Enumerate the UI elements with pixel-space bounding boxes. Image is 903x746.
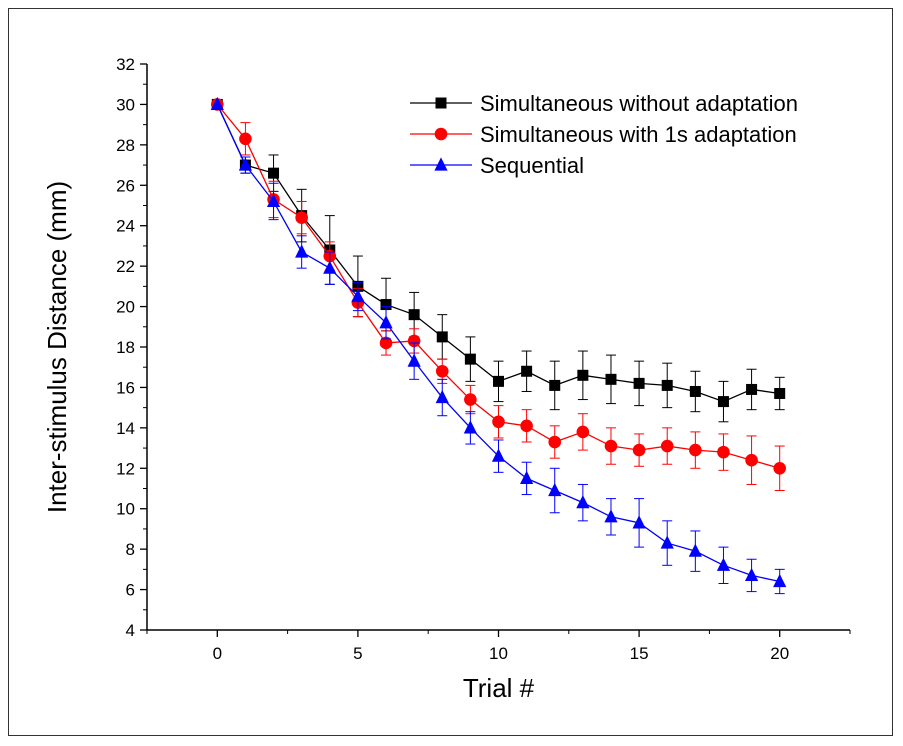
- legend-marker-triangle: [434, 157, 448, 171]
- data-point-triangle: [266, 193, 281, 208]
- data-point-triangle: [323, 260, 337, 274]
- data-point-circle: [492, 415, 505, 429]
- data-point-square: [661, 379, 673, 391]
- y-tick-label: 18: [116, 338, 135, 357]
- data-point-triangle: [210, 96, 224, 111]
- data-point-triangle: [435, 389, 449, 404]
- y-tick-label: 28: [116, 136, 135, 155]
- data-point-square: [521, 365, 533, 377]
- y-tick-label: 22: [116, 257, 135, 276]
- data-point-triangle: [632, 515, 646, 529]
- y-tick-label: 8: [126, 540, 135, 559]
- legend-marker-circle: [434, 127, 448, 141]
- y-tick-label: 26: [116, 176, 135, 195]
- x-tick-label: 0: [213, 644, 222, 663]
- data-point-triangle: [716, 557, 731, 571]
- data-point-circle: [435, 364, 449, 378]
- data-point-square: [464, 353, 476, 365]
- data-point-square: [689, 385, 701, 397]
- y-tick-label: 10: [116, 500, 135, 519]
- y-tick-label: 4: [126, 621, 135, 640]
- data-point-circle: [773, 461, 786, 475]
- y-tick-label: 24: [116, 217, 135, 236]
- y-axis-title: Inter-stimulus Distance (mm): [42, 181, 72, 513]
- data-point-square: [605, 373, 617, 385]
- data-point-circle: [407, 334, 421, 348]
- data-point-circle: [576, 425, 590, 439]
- data-point-circle: [717, 445, 730, 459]
- data-point-triangle: [773, 573, 787, 588]
- data-point-circle: [239, 132, 252, 146]
- legend-label-triangle: Sequential: [480, 153, 584, 178]
- legend-label-square: Simultaneous without adaptation: [480, 91, 798, 116]
- data-point-square: [717, 396, 729, 408]
- data-point-square: [774, 387, 786, 399]
- data-point-triangle: [604, 509, 618, 523]
- data-point-triangle: [660, 535, 674, 549]
- x-tick-label: 20: [770, 644, 789, 663]
- y-tick-label: 14: [116, 419, 135, 438]
- data-point-square: [436, 331, 448, 343]
- data-point-triangle: [407, 353, 421, 367]
- y-tick-label: 12: [116, 459, 135, 478]
- data-point-triangle: [688, 543, 702, 557]
- legend-marker-square: [435, 97, 447, 109]
- data-point-circle: [604, 439, 618, 453]
- x-axis-title: Trial #: [463, 673, 535, 703]
- figure-frame: [8, 8, 893, 736]
- data-point-square: [746, 383, 758, 395]
- y-tick-label: 6: [126, 581, 135, 600]
- data-point-circle: [745, 453, 758, 467]
- data-point-triangle: [744, 567, 759, 582]
- x-tick-label: 10: [489, 644, 508, 663]
- data-point-triangle: [520, 470, 534, 484]
- data-point-triangle: [463, 420, 477, 434]
- legend-label-circle: Simultaneous with 1s adaptation: [480, 122, 797, 147]
- x-tick-label: 15: [630, 644, 649, 663]
- data-point-triangle: [379, 315, 393, 329]
- y-tick-label: 32: [116, 55, 135, 74]
- data-point-square: [633, 377, 645, 389]
- data-point-circle: [689, 443, 702, 457]
- data-point-square: [549, 379, 561, 391]
- data-point-circle: [660, 439, 674, 453]
- data-point-circle: [464, 393, 477, 406]
- data-point-triangle: [351, 288, 365, 303]
- data-point-square: [577, 369, 589, 381]
- data-point-triangle: [491, 448, 506, 462]
- data-point-circle: [548, 435, 562, 449]
- data-point-triangle: [548, 482, 562, 497]
- data-point-circle: [520, 419, 533, 433]
- data-point-triangle: [295, 244, 309, 258]
- y-tick-label: 20: [116, 298, 135, 317]
- data-point-circle: [632, 443, 646, 457]
- data-point-circle: [295, 211, 308, 224]
- data-point-square: [268, 167, 280, 179]
- y-tick-label: 30: [116, 95, 135, 114]
- data-point-square: [408, 309, 420, 321]
- data-point-square: [493, 375, 504, 387]
- y-tick-label: 16: [116, 378, 135, 397]
- data-point-circle: [379, 336, 393, 350]
- data-point-square: [380, 299, 392, 311]
- data-point-triangle: [576, 495, 590, 509]
- data-point-triangle: [238, 157, 253, 171]
- x-tick-label: 5: [353, 644, 362, 663]
